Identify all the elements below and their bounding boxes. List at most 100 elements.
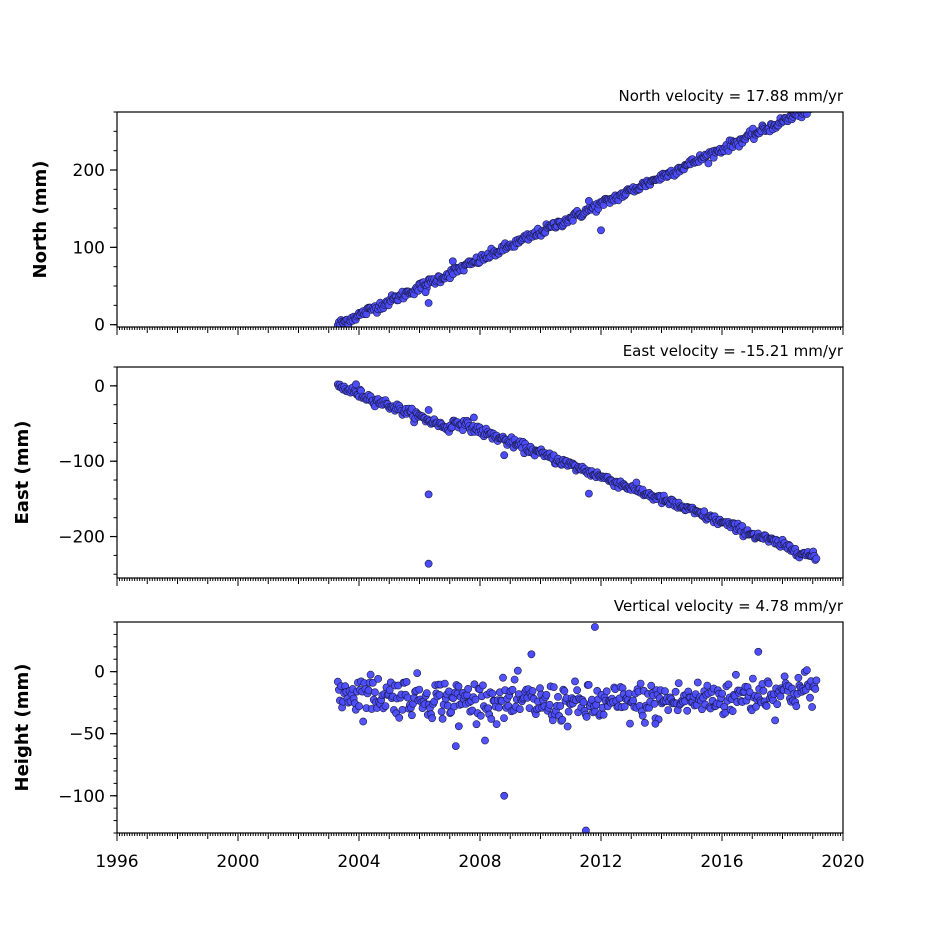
data-point (797, 112, 802, 113)
data-point (584, 681, 593, 689)
data-point (792, 702, 801, 711)
y-tick-label: −50 (69, 725, 105, 745)
data-point (500, 714, 508, 722)
outlier-point (500, 791, 509, 800)
data-point (764, 679, 773, 688)
data-point (620, 702, 629, 711)
data-point (809, 104, 816, 111)
data-point (471, 695, 480, 704)
outlier-point (597, 226, 605, 235)
data-point (355, 702, 363, 711)
data-point (481, 736, 489, 745)
x-tick-label: 2020 (821, 852, 864, 872)
east-ylabel: East (mm) (12, 421, 33, 525)
data-point (413, 669, 422, 677)
outlier-point (582, 826, 590, 833)
data-point (762, 702, 771, 710)
data-point (632, 478, 641, 487)
x-tick-label: 1996 (95, 852, 138, 872)
outlier-point (454, 722, 463, 731)
data-point (402, 678, 411, 686)
outlier-point (651, 719, 660, 728)
data-point (440, 679, 449, 688)
data-point (579, 698, 588, 707)
data-point (693, 678, 702, 687)
data-point (671, 687, 680, 696)
outlier-point (421, 288, 430, 297)
data-point (554, 693, 562, 701)
east-x-ticks (116, 578, 844, 586)
height-x-ticks (116, 833, 844, 841)
data-point (368, 679, 377, 687)
data-point (759, 686, 768, 695)
data-point (407, 711, 416, 720)
data-point (703, 681, 712, 690)
data-point (428, 714, 436, 723)
data-point (558, 715, 567, 724)
data-point (476, 711, 485, 720)
outlier-point (424, 406, 433, 414)
north-ylabel: North (mm) (30, 161, 51, 279)
outlier-point (585, 489, 593, 498)
data-point (724, 680, 733, 689)
data-point (359, 717, 368, 726)
data-point (732, 670, 740, 679)
height-series (333, 623, 821, 833)
data-point (718, 689, 727, 698)
data-point (513, 666, 522, 675)
data-point (664, 706, 673, 714)
east-axes-frame (116, 366, 844, 579)
data-point (812, 554, 821, 563)
data-point (626, 719, 634, 728)
data-point (806, 693, 814, 702)
data-point (454, 682, 463, 691)
y-tick-label: 0 (94, 316, 105, 336)
outlier-point (500, 451, 509, 460)
data-point (773, 700, 782, 709)
y-tick-label: −200 (58, 528, 105, 548)
data-point (536, 684, 544, 693)
outlier-point (469, 413, 478, 422)
data-point (641, 719, 649, 727)
data-point (803, 666, 811, 675)
data-point (794, 673, 803, 682)
data-point (812, 676, 821, 685)
data-point (422, 689, 431, 698)
outlier-point (424, 490, 433, 499)
data-point (545, 700, 554, 709)
data-point (395, 713, 404, 722)
data-point (435, 691, 444, 699)
data-point (499, 673, 507, 682)
data-point (571, 677, 579, 686)
data-point (374, 675, 382, 683)
outlier-point (527, 650, 536, 659)
x-tick-label: 2000 (216, 852, 259, 872)
outlier-point (585, 196, 593, 205)
data-point (704, 159, 713, 168)
north-panel: 0 100 200 North (mm) North velocity = 17.88 … (30, 87, 844, 336)
data-point (464, 685, 472, 693)
data-point (629, 696, 638, 705)
data-point (650, 699, 659, 708)
data-point (437, 707, 446, 716)
data-point (638, 711, 647, 720)
x-tick-label: 2012 (579, 852, 622, 872)
outlier-point (352, 380, 360, 389)
data-point (528, 687, 537, 695)
data-point (488, 689, 497, 698)
data-point (573, 686, 581, 695)
y-tick-label: −100 (58, 787, 105, 807)
data-point (582, 713, 591, 721)
y-tick-label: 200 (73, 161, 105, 181)
x-tick-label: 2004 (337, 852, 380, 872)
data-point (556, 702, 565, 710)
data-point (647, 681, 656, 690)
data-point (771, 716, 779, 725)
east-velocity-label: East velocity = -15.21 mm/yr (623, 342, 844, 360)
data-point (549, 683, 558, 691)
data-point (811, 685, 820, 693)
data-point (563, 722, 572, 731)
data-point (636, 679, 645, 688)
